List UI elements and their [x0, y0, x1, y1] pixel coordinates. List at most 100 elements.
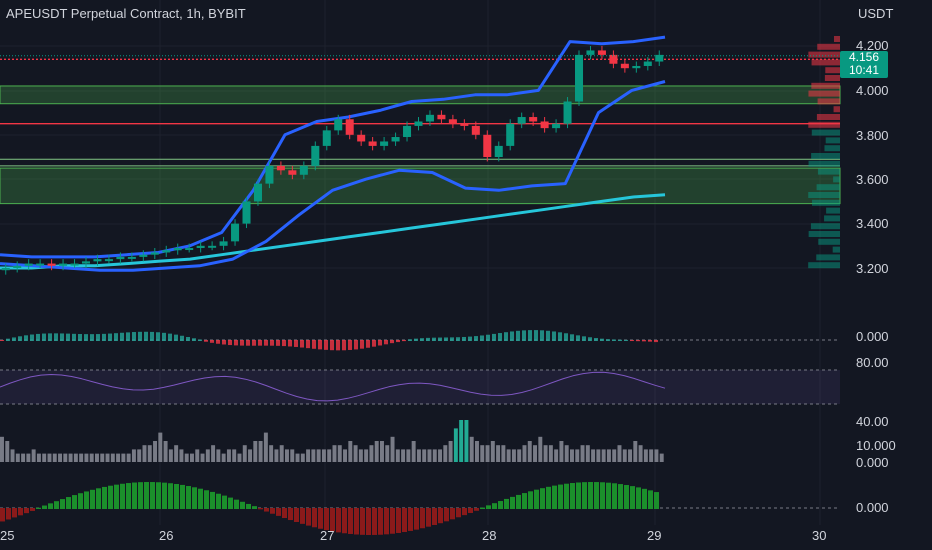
volume-bar [31, 449, 36, 462]
macd-histogram-bar [342, 340, 346, 351]
volume-bar [401, 449, 406, 462]
volume-bar [137, 449, 142, 462]
volume-bar [300, 453, 305, 462]
macd-histogram-bar [606, 339, 610, 341]
osc-histogram-bar [528, 491, 533, 509]
macd-histogram-bar [600, 338, 604, 341]
osc-histogram-bar [408, 508, 413, 531]
macd-histogram-bar [252, 340, 256, 346]
volume-bar [79, 453, 84, 462]
macd-histogram-bar [654, 340, 658, 343]
volume-bar [168, 449, 173, 462]
osc-histogram-bar [0, 508, 5, 522]
candle [334, 119, 343, 131]
macd-histogram-bar [264, 340, 268, 346]
volume-bar [126, 453, 131, 462]
volume-bar [348, 441, 353, 462]
volume-bar [306, 449, 311, 462]
macd-histogram-bar [378, 340, 382, 346]
osc-histogram-bar [120, 483, 125, 509]
macd-histogram-bar [288, 340, 292, 347]
price-tick: 4.200 [856, 38, 889, 53]
osc-histogram-bar [534, 489, 539, 509]
macd-histogram-bar [588, 337, 592, 341]
osc-histogram-bar [288, 508, 293, 521]
macd-histogram-bar [498, 333, 502, 341]
osc-histogram-bar [6, 508, 11, 520]
candle [552, 123, 561, 129]
osc-histogram-bar [648, 490, 653, 509]
macd-histogram-bar [78, 334, 82, 341]
osc-histogram-bar [474, 508, 479, 511]
volume-bar [548, 445, 553, 462]
volume-bar [633, 441, 638, 462]
osc-histogram-bar [54, 501, 59, 509]
rsi-band [0, 370, 840, 404]
volume-axis-tick: 10.000 [856, 438, 896, 453]
macd-histogram-bar [54, 333, 58, 341]
osc-histogram-bar [30, 508, 35, 511]
osc-histogram-bar [144, 482, 149, 509]
osc-histogram-bar [270, 508, 275, 514]
candle [609, 54, 618, 64]
osc-histogram-bar [492, 503, 497, 509]
osc-histogram-bar [192, 487, 197, 509]
macd-histogram-bar [30, 334, 34, 341]
volume-bar [248, 449, 253, 462]
price-tick: 3.400 [856, 216, 889, 231]
ema-line [0, 193, 666, 270]
volume-profile-bar [808, 192, 840, 198]
macd-histogram-bar [96, 334, 100, 341]
volume-bar [390, 436, 395, 462]
volume-bar [517, 449, 522, 462]
macd-histogram-bar [540, 330, 544, 341]
volume-bar [374, 441, 379, 462]
bar-countdown: 10:41 [848, 63, 880, 77]
osc-histogram-bar [606, 482, 611, 509]
candle [81, 261, 91, 264]
macd-histogram-bar [282, 340, 286, 347]
macd-histogram-bar [450, 337, 454, 341]
osc-histogram-bar [360, 508, 365, 535]
candle [70, 263, 79, 266]
support-zone [0, 167, 841, 205]
macd-histogram-bar [402, 340, 406, 342]
volume-bar [253, 441, 258, 462]
volume-bar [385, 445, 390, 462]
osc-histogram-bar [456, 508, 461, 518]
volume-profile-bar [816, 184, 840, 191]
osc-histogram-bar [582, 482, 587, 509]
osc-histogram-bar [300, 508, 305, 524]
candle [471, 125, 480, 135]
volume-profile-bar [808, 160, 840, 167]
volume-bar [15, 453, 20, 462]
volume-bar [84, 453, 89, 462]
candle [460, 123, 469, 126]
volume-bar [42, 453, 47, 462]
osc-histogram-bar [384, 508, 389, 535]
macd-histogram-bar [126, 332, 130, 341]
osc-histogram-bar [258, 508, 263, 510]
macd-histogram-bar [84, 334, 88, 341]
volume-bar [110, 453, 115, 462]
macd-histogram-bar [336, 340, 340, 351]
time-tick: 26 [159, 528, 174, 543]
candle [643, 61, 652, 66]
osc-histogram-bar [522, 493, 527, 509]
volume-bar [511, 449, 516, 462]
volume-bar [638, 445, 643, 462]
candle [24, 263, 33, 266]
osc-histogram-bar [138, 482, 143, 509]
osc-histogram-bar [642, 488, 647, 509]
candle [231, 223, 240, 242]
rsi-axis-tick: 80.00 [856, 355, 889, 370]
macd-histogram-bar [228, 340, 232, 346]
volume-bar [184, 453, 189, 462]
macd-histogram-bar [294, 340, 298, 347]
volume-bar [475, 441, 479, 462]
candle [276, 165, 285, 171]
candle [322, 130, 331, 146]
macd-histogram-bar [108, 333, 112, 341]
macd-histogram-bar [438, 337, 442, 341]
